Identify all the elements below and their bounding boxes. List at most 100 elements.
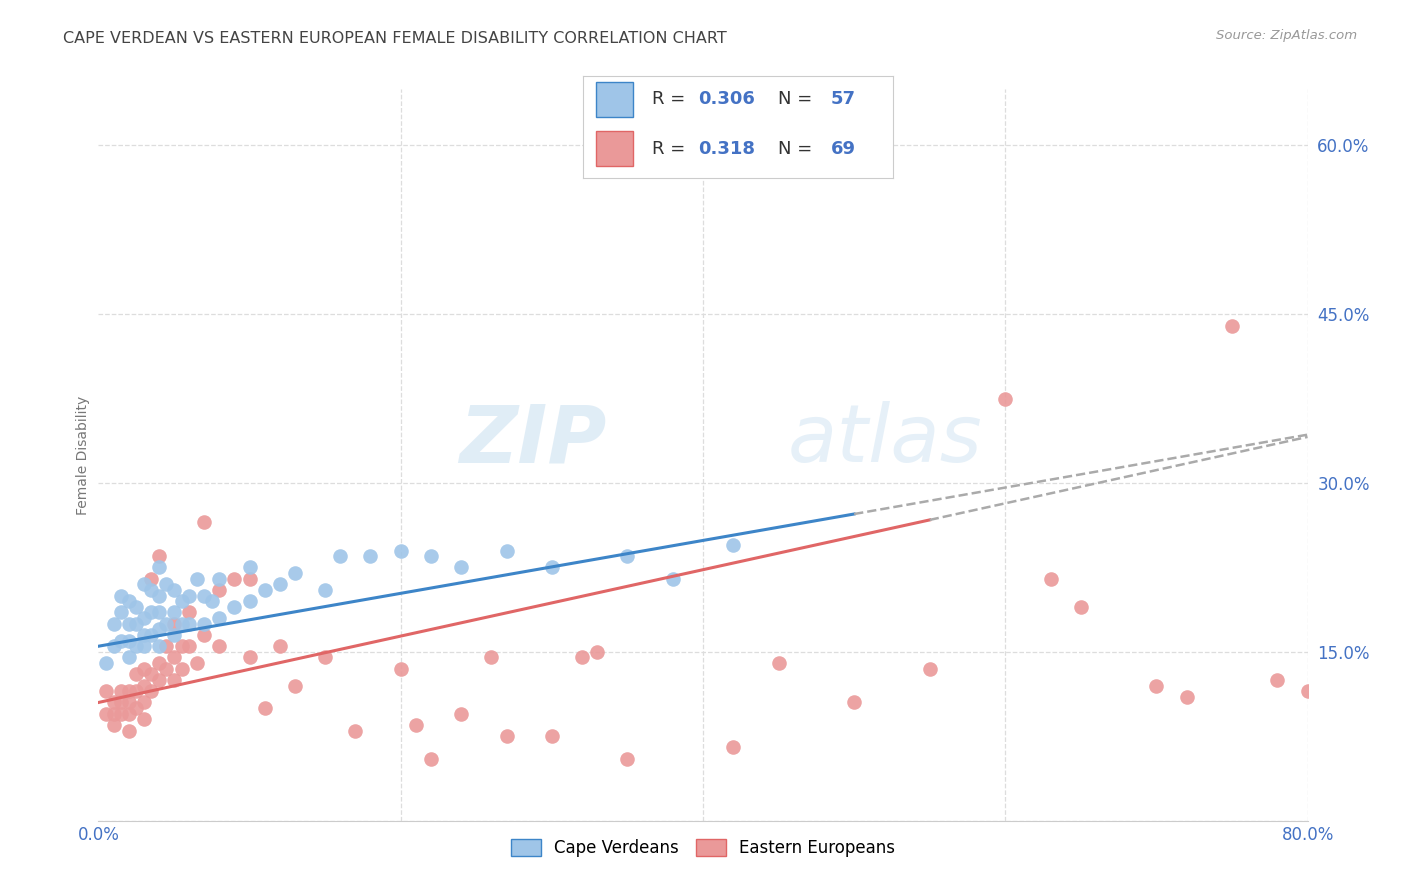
- Point: [844, 696, 866, 710]
- Point: [132, 712, 155, 726]
- Point: [768, 656, 790, 670]
- Point: [148, 549, 170, 564]
- Point: [94, 684, 117, 698]
- Point: [155, 577, 177, 591]
- Text: 57: 57: [831, 90, 856, 109]
- Point: [110, 633, 132, 648]
- Text: ZIP: ZIP: [458, 401, 606, 479]
- Point: [170, 594, 193, 608]
- Text: 0.318: 0.318: [697, 140, 755, 158]
- Point: [193, 589, 215, 603]
- Point: [125, 701, 148, 715]
- Point: [420, 752, 443, 766]
- Point: [118, 594, 141, 608]
- Point: [193, 628, 215, 642]
- Point: [208, 611, 231, 625]
- Y-axis label: Female Disability: Female Disability: [76, 395, 90, 515]
- Point: [132, 679, 155, 693]
- Point: [616, 549, 638, 564]
- Point: [450, 706, 472, 721]
- Point: [208, 639, 231, 653]
- Point: [239, 572, 262, 586]
- Text: R =: R =: [651, 90, 685, 109]
- Point: [1296, 684, 1319, 698]
- Point: [110, 589, 132, 603]
- Point: [314, 650, 336, 665]
- Point: [148, 623, 170, 637]
- Point: [103, 706, 125, 721]
- Point: [132, 696, 155, 710]
- Text: N =: N =: [779, 140, 813, 158]
- Text: R =: R =: [651, 140, 685, 158]
- Point: [269, 577, 291, 591]
- Point: [344, 723, 367, 738]
- Point: [132, 662, 155, 676]
- Point: [918, 662, 941, 676]
- Point: [1267, 673, 1289, 687]
- Point: [118, 723, 141, 738]
- Text: CAPE VERDEAN VS EASTERN EUROPEAN FEMALE DISABILITY CORRELATION CHART: CAPE VERDEAN VS EASTERN EUROPEAN FEMALE …: [63, 31, 727, 46]
- Point: [155, 662, 177, 676]
- Point: [186, 572, 208, 586]
- Point: [495, 729, 517, 743]
- Point: [208, 582, 231, 597]
- Point: [148, 639, 170, 653]
- Point: [179, 639, 201, 653]
- Point: [586, 645, 609, 659]
- Point: [148, 589, 170, 603]
- Text: 69: 69: [831, 140, 856, 158]
- Point: [103, 696, 125, 710]
- Point: [239, 650, 262, 665]
- Point: [1070, 599, 1092, 614]
- Point: [118, 684, 141, 698]
- Point: [193, 616, 215, 631]
- Point: [103, 616, 125, 631]
- Point: [103, 718, 125, 732]
- Point: [132, 628, 155, 642]
- Point: [389, 662, 412, 676]
- Point: [193, 516, 215, 530]
- Point: [110, 706, 132, 721]
- Point: [141, 684, 163, 698]
- Point: [103, 639, 125, 653]
- Point: [208, 572, 231, 586]
- Point: [201, 594, 224, 608]
- Text: atlas: atlas: [787, 401, 983, 479]
- Point: [1220, 318, 1243, 333]
- Point: [125, 616, 148, 631]
- Bar: [596, 131, 633, 166]
- Point: [141, 582, 163, 597]
- Point: [540, 729, 562, 743]
- Point: [163, 650, 186, 665]
- Point: [661, 572, 683, 586]
- Point: [450, 560, 472, 574]
- Point: [389, 543, 412, 558]
- Point: [125, 684, 148, 698]
- Legend: Cape Verdeans, Eastern Europeans: Cape Verdeans, Eastern Europeans: [505, 832, 901, 863]
- Point: [155, 639, 177, 653]
- Point: [420, 549, 443, 564]
- Point: [141, 667, 163, 681]
- Point: [125, 639, 148, 653]
- Point: [110, 684, 132, 698]
- Point: [170, 616, 193, 631]
- Point: [163, 628, 186, 642]
- Bar: [596, 82, 633, 117]
- Point: [224, 599, 246, 614]
- Point: [314, 582, 336, 597]
- Point: [994, 392, 1017, 406]
- Point: [148, 656, 170, 670]
- Point: [141, 628, 163, 642]
- Point: [224, 572, 246, 586]
- Point: [118, 650, 141, 665]
- Point: [329, 549, 352, 564]
- Point: [163, 673, 186, 687]
- Point: [170, 639, 193, 653]
- Point: [360, 549, 382, 564]
- Point: [571, 650, 593, 665]
- Point: [118, 696, 141, 710]
- Point: [118, 616, 141, 631]
- Point: [284, 679, 307, 693]
- Point: [239, 594, 262, 608]
- Point: [94, 656, 117, 670]
